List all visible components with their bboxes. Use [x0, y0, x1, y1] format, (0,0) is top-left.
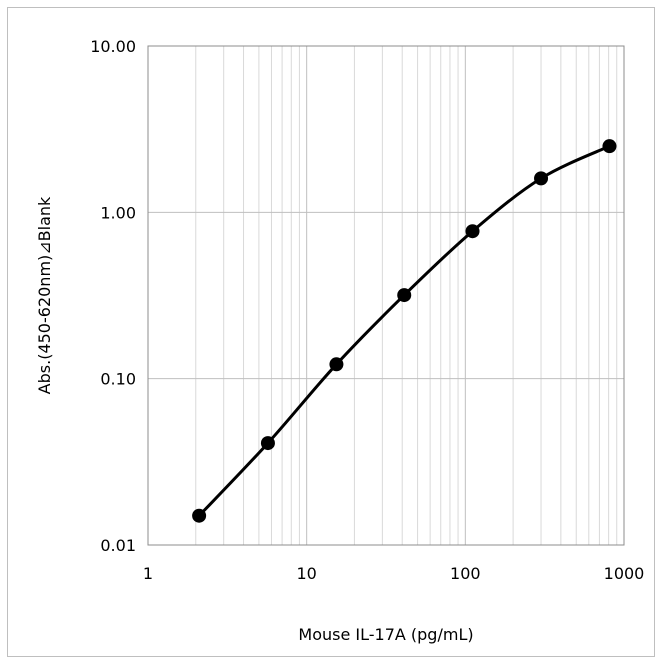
y-tick-labels: 0.01 0.10 1.00 10.00	[90, 37, 136, 555]
x-tick-labels: 1 10 100 1000	[143, 564, 644, 583]
series-line	[197, 144, 611, 518]
data-point	[602, 139, 617, 154]
y-tick-label: 0.01	[100, 536, 136, 555]
y-tick-label: 1.00	[100, 203, 136, 222]
x-tick-label: 1000	[604, 564, 645, 583]
x-tick-label: 1	[143, 564, 153, 583]
data-point	[192, 508, 207, 523]
plot-area-border	[147, 45, 625, 546]
x-axis-title: Mouse IL-17A (pg/mL)	[298, 625, 473, 644]
chart-frame	[7, 7, 655, 657]
minor-gridlines	[195, 46, 618, 545]
data-point	[260, 436, 275, 451]
y-tick-label: 10.00	[90, 37, 136, 56]
data-point	[397, 288, 412, 303]
y-axis-title: Abs.(450-620nm)⊿Blank	[35, 196, 54, 394]
data-points	[192, 139, 617, 523]
y-tick-label: 0.10	[100, 370, 136, 389]
x-tick-label: 100	[450, 564, 481, 583]
x-tick-label: 10	[296, 564, 316, 583]
data-point	[329, 357, 344, 372]
major-gridlines	[147, 45, 625, 546]
data-point	[465, 224, 480, 239]
data-point	[534, 171, 549, 186]
